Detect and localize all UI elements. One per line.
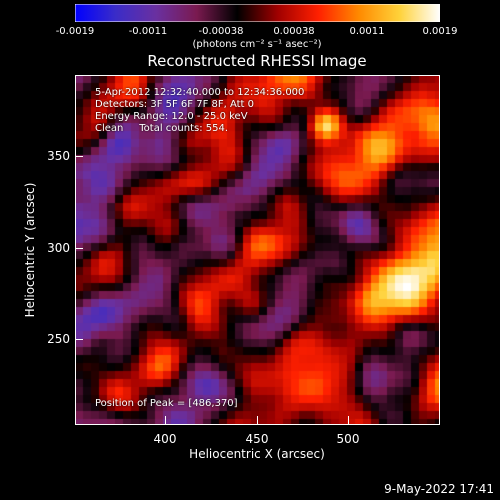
time-range: 5-Apr-2012 12:32:40.000 to 12:34:36.000 bbox=[95, 87, 305, 98]
x-tick: 400 bbox=[153, 432, 177, 446]
observation-info: 5-Apr-2012 12:32:40.000 to 12:34:36.000 … bbox=[95, 87, 304, 135]
y-tick: 300 bbox=[47, 241, 70, 255]
x-tick: 500 bbox=[336, 432, 360, 446]
colorbar bbox=[75, 4, 440, 22]
plot-date: 9-May-2022 17:41 bbox=[384, 482, 494, 496]
colorbar-units: (photons cm⁻² s⁻¹ asec⁻²) bbox=[192, 39, 322, 50]
colorbar-tick: -0.0019 bbox=[55, 26, 95, 37]
colorbar-tick: 0.0011 bbox=[349, 26, 385, 37]
colorbar-tick: 0.0019 bbox=[422, 26, 458, 37]
plot-frame bbox=[75, 75, 440, 425]
rhessi-image bbox=[75, 75, 440, 425]
clean-counts: Clean Total counts: 554. bbox=[95, 123, 229, 134]
image-title: Reconstructed RHESSI Image bbox=[147, 52, 367, 70]
colorbar-tick: 0.00038 bbox=[273, 26, 315, 37]
y-axis-label: Heliocentric Y (arcsec) bbox=[23, 182, 37, 318]
x-axis-label: Heliocentric X (arcsec) bbox=[189, 447, 325, 461]
colorbar-tick: -0.0011 bbox=[128, 26, 168, 37]
x-tick: 450 bbox=[245, 432, 269, 446]
y-tick: 250 bbox=[47, 332, 70, 346]
detectors-info: Detectors: 3F 5F 6F 7F 8F, Att 0 bbox=[95, 99, 255, 110]
colorbar-tick: -0.00038 bbox=[198, 26, 244, 37]
peak-position: Position of Peak = [486,370] bbox=[95, 398, 238, 409]
energy-range: Energy Range: 12.0 - 25.0 keV bbox=[95, 111, 248, 122]
y-tick: 350 bbox=[47, 149, 70, 163]
